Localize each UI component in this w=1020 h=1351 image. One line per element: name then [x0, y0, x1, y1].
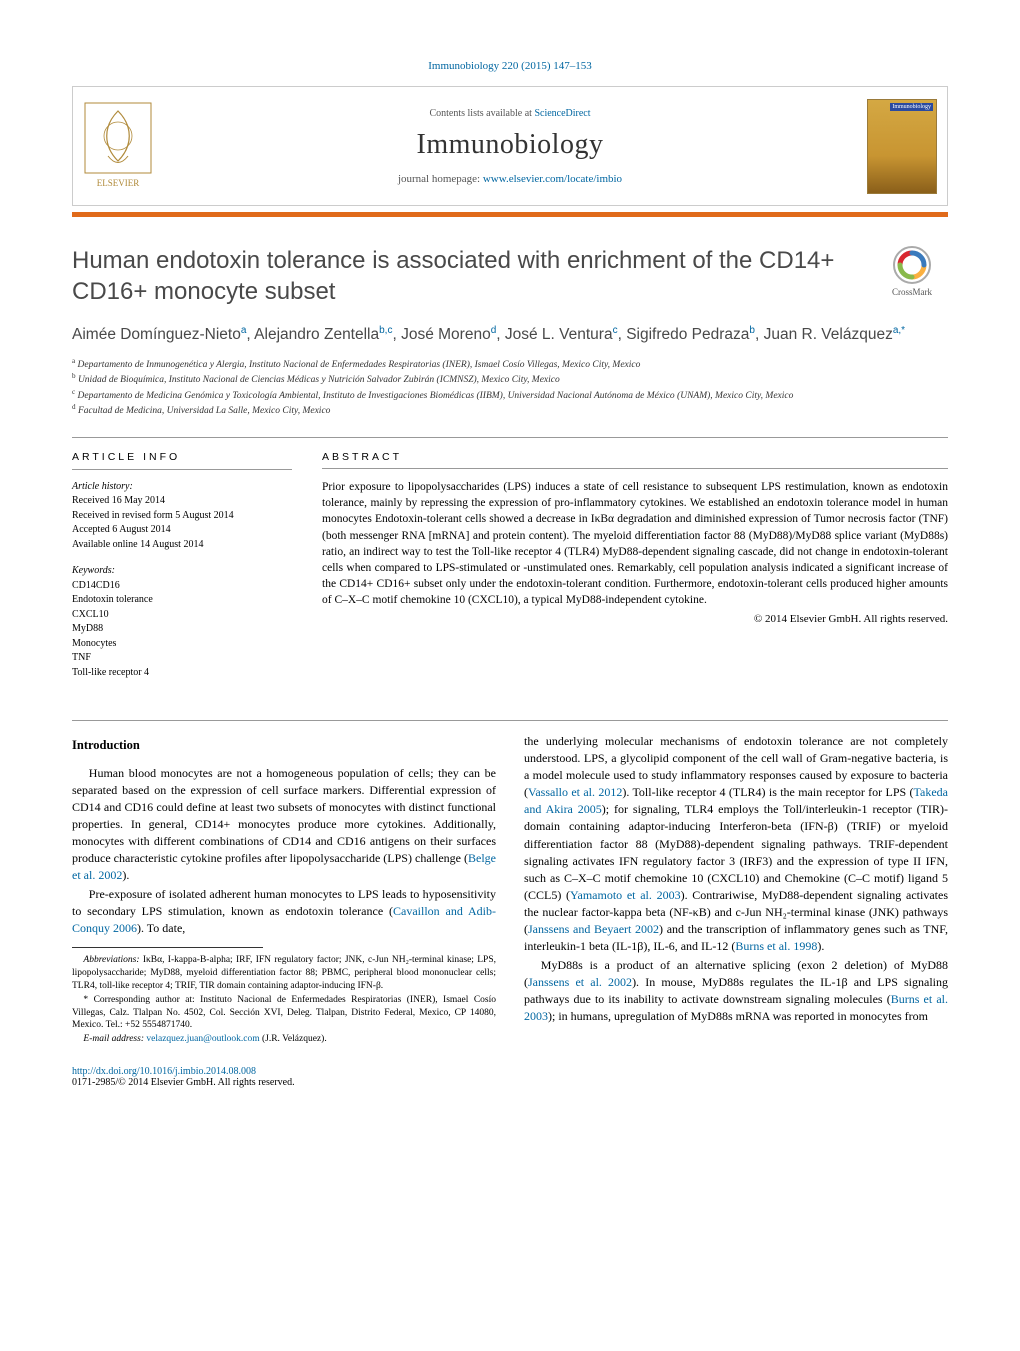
keyword-item: TNF [72, 651, 292, 666]
keyword-item: CD14CD16 [72, 579, 292, 594]
sciencedirect-link[interactable]: ScienceDirect [534, 108, 590, 119]
section-divider [72, 437, 948, 438]
contents-prefix: Contents lists available at [429, 108, 534, 119]
section-divider [72, 720, 948, 721]
journal-cover-thumbnail [857, 87, 947, 205]
journal-name: Immunobiology [171, 129, 849, 161]
footer-copyright: 0171-2985/© 2014 Elsevier GmbH. All righ… [72, 1077, 948, 1088]
text-span: ). To date, [137, 921, 185, 935]
intro-paragraph-2: Pre-exposure of isolated adherent human … [72, 886, 496, 937]
history-line: Received 16 May 2014 [72, 494, 292, 509]
citation-link[interactable]: Yamamoto et al. 2003 [570, 888, 681, 902]
abstract-copyright: © 2014 Elsevier GmbH. All rights reserve… [322, 612, 948, 627]
homepage-prefix: journal homepage: [398, 173, 483, 185]
contents-available-line: Contents lists available at ScienceDirec… [171, 108, 849, 119]
text-span: ); in humans, upregulation of MyD88s mRN… [548, 1009, 928, 1023]
abstract-heading: abstract [322, 450, 948, 470]
email-footnote: E-mail address: velazquez.juan@outlook.c… [72, 1033, 496, 1046]
body-paragraph-col2-1: the underlying molecular mechanisms of e… [524, 733, 948, 954]
text-span: Human blood monocytes are not a homogene… [72, 766, 496, 865]
article-info-column: article info Article history: Received 1… [72, 450, 292, 693]
affiliations: a Departamento de Inmunogenética y Alerg… [72, 357, 948, 419]
svg-text:ELSEVIER: ELSEVIER [97, 178, 140, 188]
abbrev-label: Abbreviations: [83, 955, 139, 965]
journal-homepage-line: journal homepage: www.elsevier.com/locat… [171, 173, 849, 185]
corresponding-author-footnote: * Corresponding author at: Instituto Nac… [72, 994, 496, 1032]
history-line: Accepted 6 August 2014 [72, 523, 292, 538]
history-line: Received in revised form 5 August 2014 [72, 509, 292, 524]
email-suffix: (J.R. Velázquez). [260, 1034, 327, 1044]
abstract-column: abstract Prior exposure to lipopolysacch… [322, 450, 948, 693]
text-span: ). [817, 939, 824, 953]
keyword-item: Endotoxin tolerance [72, 593, 292, 608]
crossmark-badge[interactable]: CrossMark [876, 245, 948, 297]
text-span: ). [122, 868, 129, 882]
citation-link[interactable]: Vassallo et al. 2012 [528, 785, 622, 799]
keyword-item: MyD88 [72, 622, 292, 637]
body-paragraph-col2-2: MyD88s is a product of an alternative sp… [524, 957, 948, 1025]
running-header: Immunobiology 220 (2015) 147–153 [72, 60, 948, 72]
journal-homepage-link[interactable]: www.elsevier.com/locate/imbio [483, 173, 622, 185]
article-info-heading: article info [72, 450, 292, 470]
author-list: Aimée Domínguez-Nietoa, Alejandro Zentel… [72, 323, 948, 346]
text-span: ). Toll-like receptor 4 (TLR4) is the ma… [622, 785, 913, 799]
abstract-text: Prior exposure to lipopolysaccharides (L… [322, 479, 948, 608]
citation-link[interactable]: Burns et al. 1998 [735, 939, 817, 953]
journal-header-center: Contents lists available at ScienceDirec… [163, 87, 857, 205]
footnote-divider [72, 947, 263, 948]
keywords-block: Keywords: CD14CD16Endotoxin toleranceCXC… [72, 564, 292, 680]
accent-bar [72, 212, 948, 217]
keyword-item: Monocytes [72, 637, 292, 652]
doi-link[interactable]: http://dx.doi.org/10.1016/j.imbio.2014.0… [72, 1066, 256, 1077]
intro-paragraph-1: Human blood monocytes are not a homogene… [72, 765, 496, 884]
keywords-label: Keywords: [72, 564, 292, 579]
journal-header-box: ELSEVIER Contents lists available at Sci… [72, 86, 948, 206]
keyword-item: CXCL10 [72, 608, 292, 623]
keyword-item: Toll-like receptor 4 [72, 666, 292, 681]
article-history-label: Article history: [72, 480, 292, 495]
article-history-block: Article history: Received 16 May 2014Rec… [72, 480, 292, 553]
footnotes-block: Abbreviations: IκBα, I-kappa-B-alpha; IR… [72, 947, 496, 1046]
article-title: Human endotoxin tolerance is associated … [72, 245, 860, 307]
email-label: E-mail address: [83, 1034, 146, 1044]
body-two-column: Introduction Human blood monocytes are n… [72, 733, 948, 1046]
doi-block: http://dx.doi.org/10.1016/j.imbio.2014.0… [72, 1066, 948, 1077]
elsevier-logo: ELSEVIER [73, 87, 163, 205]
citation-link[interactable]: Janssens et al. 2002 [528, 975, 632, 989]
email-link[interactable]: velazquez.juan@outlook.com [146, 1034, 259, 1044]
introduction-heading: Introduction [72, 737, 496, 755]
abbreviations-footnote: Abbreviations: IκBα, I-kappa-B-alpha; IR… [72, 954, 496, 992]
history-line: Available online 14 August 2014 [72, 538, 292, 553]
crossmark-label: CrossMark [876, 287, 948, 297]
citation-link[interactable]: Janssens and Beyaert 2002 [528, 922, 659, 936]
